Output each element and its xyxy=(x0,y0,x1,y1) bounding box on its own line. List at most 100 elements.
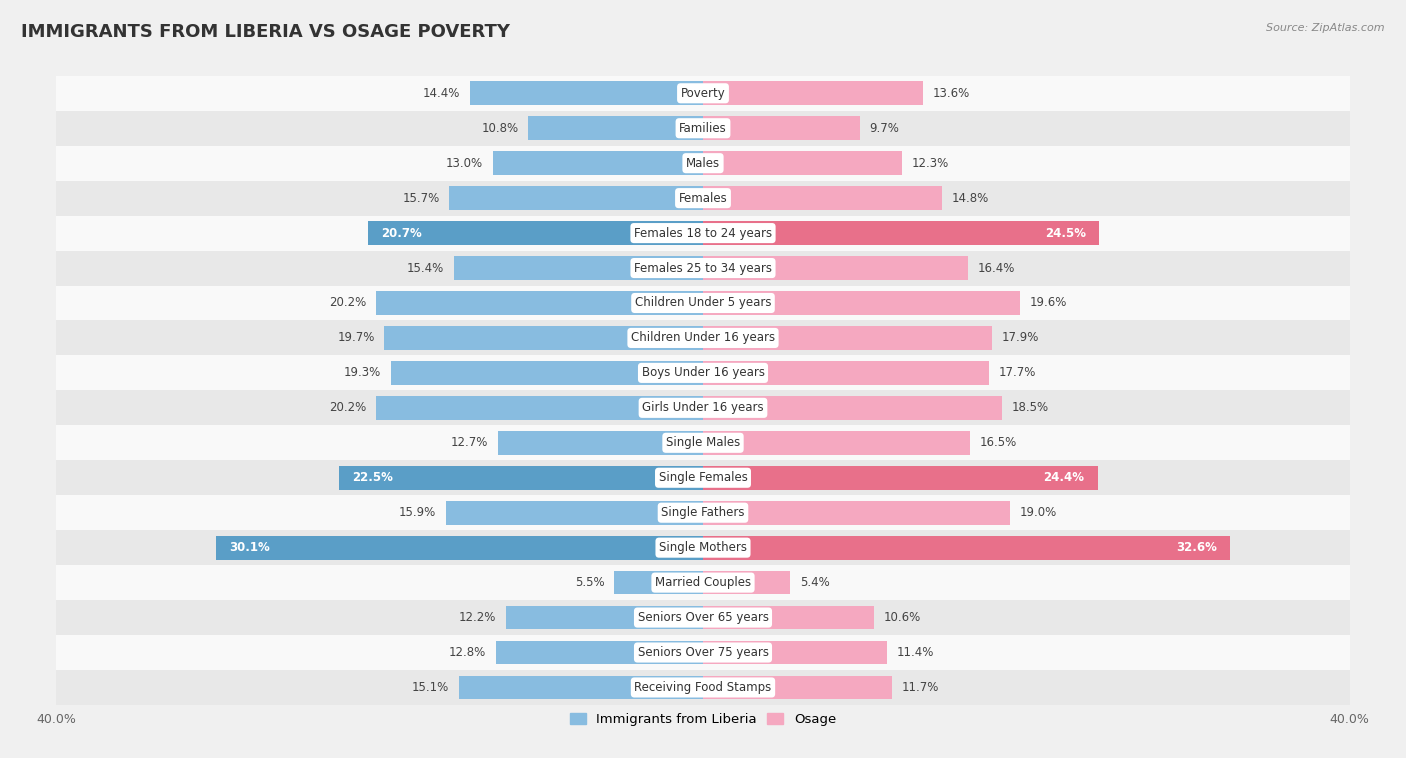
Bar xyxy=(56,251,1350,286)
Text: Males: Males xyxy=(686,157,720,170)
Bar xyxy=(703,536,1230,559)
Text: 10.6%: 10.6% xyxy=(884,611,921,624)
Bar xyxy=(703,116,860,140)
Text: Girls Under 16 years: Girls Under 16 years xyxy=(643,401,763,415)
Bar xyxy=(377,396,703,420)
Text: 17.9%: 17.9% xyxy=(1002,331,1039,344)
Bar xyxy=(56,76,1350,111)
Text: Seniors Over 65 years: Seniors Over 65 years xyxy=(637,611,769,624)
Bar xyxy=(703,675,893,700)
Bar xyxy=(56,111,1350,146)
Bar xyxy=(56,565,1350,600)
Text: Females: Females xyxy=(679,192,727,205)
Text: 15.1%: 15.1% xyxy=(412,681,449,694)
Text: 11.7%: 11.7% xyxy=(901,681,939,694)
Text: Receiving Food Stamps: Receiving Food Stamps xyxy=(634,681,772,694)
Bar xyxy=(529,116,703,140)
Text: 19.6%: 19.6% xyxy=(1029,296,1067,309)
Text: 13.0%: 13.0% xyxy=(446,157,484,170)
Text: 19.0%: 19.0% xyxy=(1019,506,1057,519)
Text: 24.5%: 24.5% xyxy=(1045,227,1087,240)
Bar xyxy=(494,152,703,175)
Bar xyxy=(454,256,703,280)
Text: 20.7%: 20.7% xyxy=(381,227,422,240)
Bar xyxy=(391,361,703,385)
Text: 12.3%: 12.3% xyxy=(911,157,949,170)
Text: 15.7%: 15.7% xyxy=(402,192,440,205)
Bar xyxy=(56,670,1350,705)
Bar xyxy=(703,81,922,105)
Bar xyxy=(377,291,703,315)
Text: 18.5%: 18.5% xyxy=(1012,401,1049,415)
Text: 14.4%: 14.4% xyxy=(423,86,461,100)
Bar xyxy=(446,501,703,525)
Text: 22.5%: 22.5% xyxy=(352,471,394,484)
Bar xyxy=(470,81,703,105)
Bar xyxy=(56,321,1350,356)
Text: 11.4%: 11.4% xyxy=(897,646,935,659)
Text: Single Fathers: Single Fathers xyxy=(661,506,745,519)
Bar xyxy=(368,221,703,245)
Text: 20.2%: 20.2% xyxy=(329,296,367,309)
Bar xyxy=(703,396,1002,420)
Text: 12.8%: 12.8% xyxy=(449,646,486,659)
Bar xyxy=(703,606,875,629)
Text: 10.8%: 10.8% xyxy=(481,122,519,135)
Text: Single Males: Single Males xyxy=(666,437,740,449)
Legend: Immigrants from Liberia, Osage: Immigrants from Liberia, Osage xyxy=(564,706,842,733)
Text: 5.5%: 5.5% xyxy=(575,576,605,589)
Text: 19.7%: 19.7% xyxy=(337,331,375,344)
Bar xyxy=(703,501,1010,525)
Bar xyxy=(703,221,1099,245)
Bar xyxy=(56,180,1350,215)
Text: Families: Families xyxy=(679,122,727,135)
Bar xyxy=(56,600,1350,635)
Bar xyxy=(56,215,1350,251)
Text: Females 18 to 24 years: Females 18 to 24 years xyxy=(634,227,772,240)
Bar xyxy=(506,606,703,629)
Bar xyxy=(384,326,703,350)
Bar xyxy=(56,286,1350,321)
Text: 19.3%: 19.3% xyxy=(344,366,381,380)
Bar xyxy=(703,291,1019,315)
Bar xyxy=(498,431,703,455)
Bar xyxy=(56,460,1350,495)
Text: Children Under 5 years: Children Under 5 years xyxy=(634,296,772,309)
Text: Single Mothers: Single Mothers xyxy=(659,541,747,554)
Text: Source: ZipAtlas.com: Source: ZipAtlas.com xyxy=(1267,23,1385,33)
Bar xyxy=(703,466,1098,490)
Bar xyxy=(703,326,993,350)
Text: 15.4%: 15.4% xyxy=(408,262,444,274)
Text: IMMIGRANTS FROM LIBERIA VS OSAGE POVERTY: IMMIGRANTS FROM LIBERIA VS OSAGE POVERTY xyxy=(21,23,510,41)
Bar xyxy=(449,186,703,210)
Text: Poverty: Poverty xyxy=(681,86,725,100)
Text: Married Couples: Married Couples xyxy=(655,576,751,589)
Bar xyxy=(56,635,1350,670)
Bar xyxy=(703,256,969,280)
Bar xyxy=(56,146,1350,180)
Bar xyxy=(703,361,990,385)
Text: 30.1%: 30.1% xyxy=(229,541,270,554)
Text: 9.7%: 9.7% xyxy=(869,122,900,135)
Bar xyxy=(217,536,703,559)
Bar xyxy=(703,431,970,455)
Text: 32.6%: 32.6% xyxy=(1177,541,1218,554)
Text: 17.7%: 17.7% xyxy=(998,366,1036,380)
Text: 12.2%: 12.2% xyxy=(458,611,496,624)
Text: 24.4%: 24.4% xyxy=(1043,471,1084,484)
Text: Boys Under 16 years: Boys Under 16 years xyxy=(641,366,765,380)
Bar xyxy=(458,675,703,700)
Text: 15.9%: 15.9% xyxy=(399,506,436,519)
Bar xyxy=(703,152,901,175)
Bar xyxy=(56,530,1350,565)
Text: 13.6%: 13.6% xyxy=(932,86,970,100)
Text: Single Females: Single Females xyxy=(658,471,748,484)
Text: Females 25 to 34 years: Females 25 to 34 years xyxy=(634,262,772,274)
Bar xyxy=(703,571,790,594)
Text: 5.4%: 5.4% xyxy=(800,576,830,589)
Bar xyxy=(56,495,1350,530)
Text: 20.2%: 20.2% xyxy=(329,401,367,415)
Text: Children Under 16 years: Children Under 16 years xyxy=(631,331,775,344)
Text: 16.5%: 16.5% xyxy=(980,437,1017,449)
Bar xyxy=(56,356,1350,390)
